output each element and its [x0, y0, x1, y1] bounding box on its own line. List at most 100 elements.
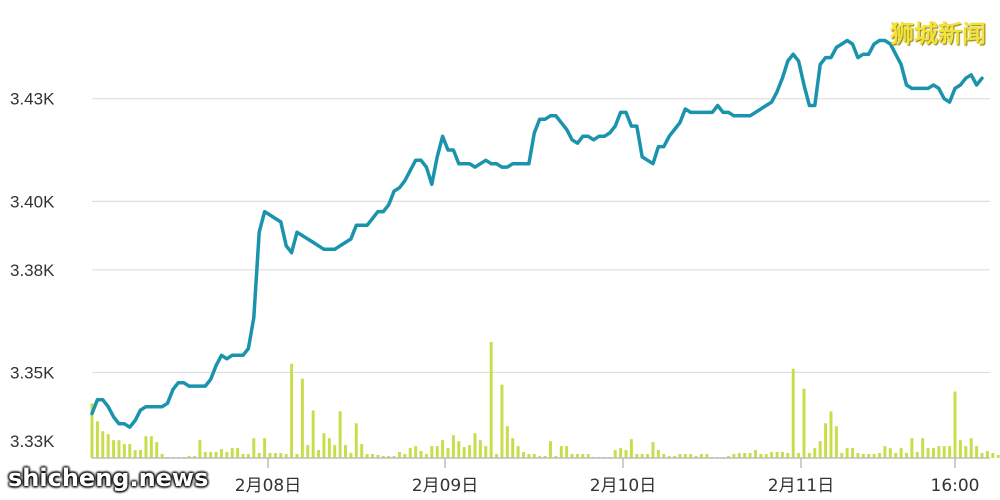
x-tick-label: 2月11日 [768, 476, 834, 496]
volume-bar [689, 454, 693, 458]
volume-bar [953, 391, 957, 458]
volume-bar [942, 446, 946, 458]
volume-bar [462, 447, 466, 458]
volume-bar [495, 454, 499, 458]
volume-bar [964, 446, 968, 458]
volume-bar [624, 450, 628, 458]
y-axis-ticks: 3.33K 3.35K 3.38K 3.40K 3.43K [10, 90, 55, 451]
volume-bar [883, 446, 887, 458]
y-tick-label: 3.40K [10, 192, 55, 211]
volume-bar [246, 454, 250, 458]
volume-bar [894, 453, 898, 458]
volume-bars [90, 342, 1000, 458]
x-tick-label: 16:00 [931, 476, 980, 496]
volume-bar [759, 454, 763, 458]
volume-bar [263, 438, 267, 458]
volume-bar [333, 445, 337, 458]
volume-bar [322, 433, 326, 458]
volume-bar [435, 446, 439, 458]
volume-bar [775, 452, 779, 458]
volume-bar [851, 448, 855, 458]
volume-bar [559, 446, 563, 458]
volume-bar [764, 454, 768, 458]
volume-bar [241, 454, 245, 458]
volume-bar [122, 444, 126, 458]
volume-bar [538, 456, 542, 458]
volume-bar [117, 440, 121, 458]
volume-bar [791, 368, 795, 458]
volume-bar [392, 456, 396, 458]
volume-bar [554, 456, 558, 458]
volume-bar [629, 439, 633, 458]
volume-bar [311, 410, 315, 458]
watermark-bottom-left: shicheng.news [8, 464, 209, 492]
volume-bar [327, 438, 331, 458]
volume-bar [290, 363, 294, 458]
volume-bar [360, 444, 364, 458]
volume-bar [646, 454, 650, 458]
volume-bar [457, 441, 461, 458]
volume-bar [95, 421, 99, 458]
volume-bar [128, 444, 132, 458]
volume-bar [527, 454, 531, 458]
y-tick-label: 3.38K [10, 261, 55, 280]
volume-bar [662, 454, 666, 458]
volume-bar [678, 454, 682, 458]
y-tick-label: 3.33K [10, 432, 55, 451]
volume-bar [807, 453, 811, 458]
volume-bar [468, 445, 472, 458]
volume-bar [737, 453, 741, 458]
volume-bar [910, 438, 914, 458]
x-tick-label: 2月10日 [590, 476, 656, 496]
volume-bar [317, 450, 321, 458]
volume-bar [899, 448, 903, 458]
volume-bar [829, 411, 833, 458]
volume-bar [532, 454, 536, 458]
volume-bar [198, 440, 202, 458]
volume-bar [991, 453, 995, 458]
volume-bar [225, 452, 229, 458]
volume-bar [209, 452, 213, 458]
volume-bar [376, 455, 380, 458]
volume-bar [268, 453, 272, 458]
volume-bar [985, 451, 989, 458]
volume-bar [219, 449, 223, 458]
volume-bar [419, 451, 423, 458]
price-line-series [90, 38, 984, 429]
volume-bar [505, 426, 509, 458]
volume-bar [856, 453, 860, 458]
volume-bar [478, 440, 482, 458]
volume-bar [748, 453, 752, 458]
volume-bar [861, 454, 865, 458]
volume-bar [824, 423, 828, 458]
volume-bar [948, 446, 952, 458]
volume-bar [295, 454, 299, 458]
volume-bar [786, 453, 790, 458]
volume-bar [387, 456, 391, 458]
volume-bar [732, 454, 736, 458]
volume-bar [867, 454, 871, 458]
volume-bar [403, 454, 407, 458]
volume-bar [575, 454, 579, 458]
volume-bar [160, 454, 164, 458]
volume-bar [155, 442, 159, 458]
volume-bar [921, 438, 925, 458]
volume-bar [975, 446, 979, 458]
volume-bar [500, 384, 504, 458]
volume-bar [473, 433, 477, 458]
volume-bar [673, 456, 677, 458]
volume-bar [203, 452, 207, 458]
volume-bar [193, 456, 196, 458]
volume-bar [133, 450, 137, 458]
volume-bar [284, 454, 288, 458]
x-tick-label: 2月08日 [235, 476, 301, 496]
x-tick-label: 2月09日 [412, 476, 478, 496]
volume-bar [694, 456, 698, 458]
volume-bar [106, 434, 110, 458]
volume-bar [926, 448, 930, 458]
volume-bar [813, 448, 817, 458]
volume-bar [430, 446, 434, 458]
volume-bar [958, 440, 962, 458]
volume-bar [834, 426, 838, 458]
volume-bar [214, 452, 218, 458]
